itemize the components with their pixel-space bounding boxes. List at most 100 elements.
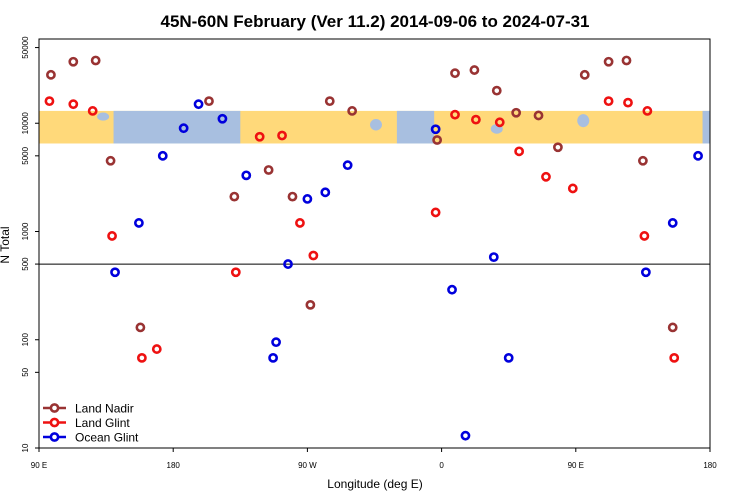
land-nadir-point [305, 299, 316, 310]
land-nadir-point [491, 85, 502, 96]
ocean-glint-point [217, 113, 228, 124]
ocean-glint-point [503, 352, 514, 363]
land-glint-point [623, 97, 633, 108]
land-glint-point [642, 106, 653, 116]
world-map-band [39, 110, 710, 144]
ocean-glint-point [283, 259, 293, 269]
land-nadir-point [324, 96, 335, 107]
ocean-glint-point [342, 160, 353, 171]
land-glint-point [494, 117, 505, 128]
land-nadir-point [204, 96, 214, 107]
land-glint-point [669, 352, 680, 363]
land-nadir-point [579, 69, 590, 80]
y-tick-label: 10 [21, 443, 30, 452]
ocean-glint-point [640, 267, 651, 278]
land-glint-point [603, 96, 614, 107]
land-nadir-point [287, 191, 298, 202]
land-glint-point [136, 352, 147, 363]
land-nadir-point [46, 69, 56, 80]
map-band-lake [369, 119, 382, 131]
ocean-glint-point [430, 124, 441, 135]
ocean-glint-point [302, 194, 313, 204]
land-nadir-point [347, 106, 358, 116]
ocean-glint-point [178, 123, 189, 134]
land-nadir-point [603, 56, 614, 67]
x-tick-label: 180 [167, 461, 181, 470]
land-glint-point [151, 344, 162, 354]
land-nadir-point [638, 155, 648, 166]
land-nadir-point [432, 135, 443, 145]
land-nadir-point [135, 322, 146, 333]
y-axis-label: N Total [0, 226, 12, 263]
land-nadir-point [621, 55, 632, 66]
x-tick-label: 180 [703, 461, 717, 470]
land-nadir-point [105, 155, 116, 166]
ocean-glint-point [488, 252, 499, 263]
legend-label-land-glint: Land Glint [75, 416, 130, 430]
land-glint-point [450, 109, 460, 120]
land-nadir-point [511, 107, 522, 118]
map-band-lake [208, 120, 221, 129]
y-tick-label: 10000 [21, 112, 30, 135]
ocean-glint-point [110, 267, 120, 278]
ocean-glint-point [460, 430, 471, 441]
land-nadir-point [469, 65, 480, 75]
ocean-glint-point [447, 284, 457, 295]
legend-label-ocean-glint: Ocean Glint [75, 431, 139, 445]
ocean-glint-point [320, 187, 331, 198]
y-tick-label: 500 [21, 257, 30, 271]
land-glint-point [639, 231, 650, 241]
land-nadir-point [68, 56, 79, 67]
land-nadir-point [667, 322, 678, 333]
ocean-glint-point [241, 170, 252, 181]
x-axis-label: Longitude (deg E) [327, 477, 422, 491]
y-tick-label: 50 [21, 367, 30, 376]
land-glint-point [44, 96, 55, 107]
ocean-glint-point [193, 99, 204, 110]
land-nadir-point [450, 68, 460, 79]
data-points [44, 55, 703, 441]
x-tick-label: 90 E [31, 461, 47, 470]
land-glint-point [277, 130, 287, 141]
x-axis-ticks: 90 E 180 90 W 0 90 E 180 [31, 448, 717, 470]
y-axis-ticks: 10 50 100 500 1000 5000 10000 50000 [21, 36, 39, 452]
land-nadir-point [553, 142, 563, 153]
y-tick-label: 5000 [21, 146, 30, 164]
legend-label-land-nadir: Land Nadir [75, 402, 134, 416]
plot-frame [38, 38, 711, 449]
map-band-lake [97, 112, 110, 121]
x-tick-label: 90 E [568, 461, 584, 470]
legend-marker-land-nadir [49, 403, 60, 413]
ocean-glint-point [693, 150, 703, 161]
map-band-ocean [396, 110, 435, 144]
legend-marker-ocean-glint [49, 432, 60, 442]
land-glint-point [295, 218, 305, 228]
land-nadir-point [90, 55, 101, 66]
ocean-glint-point [134, 218, 144, 228]
ocean-glint-point [157, 150, 168, 161]
ocean-glint-point [271, 337, 281, 348]
y-tick-label: 100 [21, 333, 30, 347]
land-glint-point [107, 231, 117, 241]
map-band-ocean [702, 110, 710, 144]
land-glint-point [308, 250, 319, 261]
x-tick-label: 90 W [298, 461, 317, 470]
y-tick-label: 50000 [21, 36, 30, 59]
y-tick-label: 1000 [21, 222, 30, 240]
land-glint-point [430, 207, 441, 218]
land-glint-point [87, 106, 98, 116]
legend-marker-land-glint [49, 417, 60, 428]
map-band-lake [577, 114, 590, 128]
land-glint-point [567, 183, 578, 194]
land-glint-point [230, 267, 241, 278]
ocean-glint-point [667, 218, 678, 228]
land-glint-point [470, 114, 481, 125]
land-glint-point [541, 171, 551, 182]
ocean-glint-point [268, 352, 279, 363]
land-glint-point [254, 131, 265, 142]
land-nadir-point [263, 165, 274, 175]
chart-title: 45N-60N February (Ver 11.2) 2014-09-06 t… [160, 12, 589, 31]
land-glint-point [68, 99, 79, 110]
